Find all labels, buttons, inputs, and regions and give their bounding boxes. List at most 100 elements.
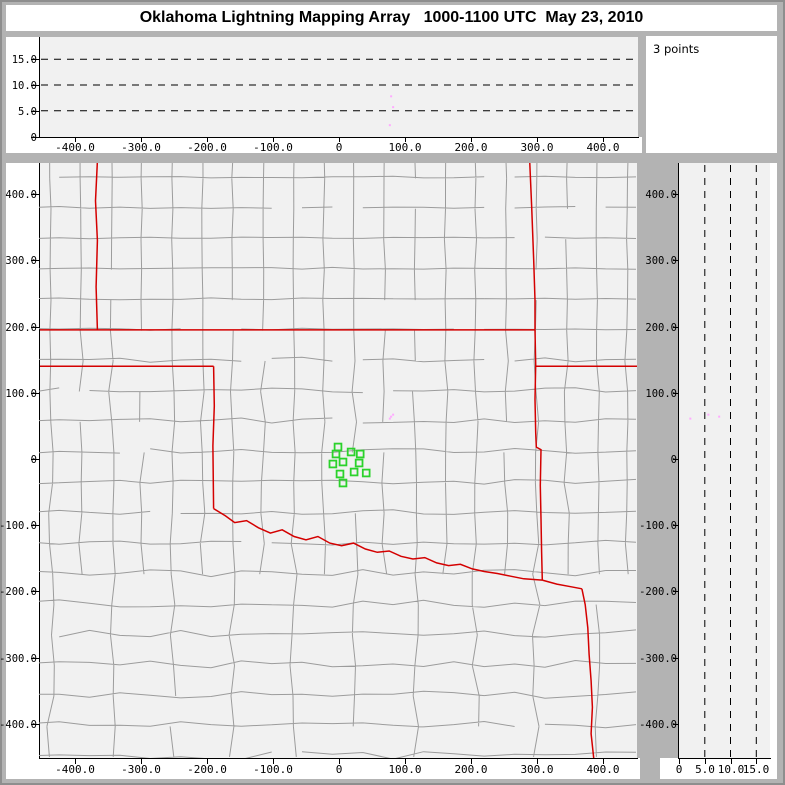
map-x-axis: [39, 758, 638, 759]
lightning-source-point: [388, 124, 391, 127]
lightning-source-point: [718, 415, 721, 418]
axis-tick: [673, 658, 678, 659]
county-boundaries: [39, 163, 637, 758]
lightning-source-point: [388, 417, 391, 420]
axis-tick: [603, 758, 604, 764]
lightning-source-point: [689, 417, 692, 420]
ns-tick-label: 200.0: [645, 322, 677, 334]
axis-tick: [31, 459, 39, 460]
axis-tick: [603, 137, 604, 142]
lightning-source-point: [707, 413, 710, 416]
right-panel-x-axis: [678, 758, 771, 759]
axis-tick: [273, 758, 274, 764]
state-border-texas-louisiana: [581, 588, 595, 758]
axis-tick: [31, 327, 39, 328]
ns-tick-label: 100.0: [645, 388, 677, 400]
ew-tick-label: 0: [335, 763, 343, 776]
point-count-box: 3 points: [646, 36, 777, 153]
axis-tick: [679, 758, 680, 764]
lma-station-marker: [338, 457, 348, 467]
axis-tick: [75, 758, 76, 764]
lma-station-marker: [354, 458, 364, 468]
ns-tick-label: -100.0: [0, 520, 37, 532]
right-panel-right-margin: [770, 163, 777, 779]
ns-tick-label: 100.0: [5, 388, 37, 400]
top-panel-y-axis: [39, 37, 40, 138]
ew-tick-label: 400.0: [586, 763, 620, 776]
alt-tick-label: 0: [30, 132, 37, 144]
ns-tick-label: 400.0: [645, 189, 677, 201]
ew-tick-label: 100.0: [388, 763, 422, 776]
ew-tick-label: -100.0: [253, 763, 293, 776]
state-border-kansas-missouri-94w: [529, 163, 536, 330]
ew-tick-label: 300.0: [520, 141, 554, 154]
ns-tick-label: 0: [30, 454, 37, 466]
state-border-colorado-kansas-102w: [94, 163, 99, 330]
axis-tick: [705, 758, 706, 764]
ew-tick-label: -300.0: [121, 763, 161, 776]
lma-station-marker: [349, 467, 359, 477]
axis-tick: [207, 758, 208, 764]
axis-tick: [756, 758, 757, 764]
axis-tick: [31, 724, 39, 725]
lightning-source-point: [390, 95, 393, 98]
ns-tick-label: -200.0: [639, 586, 677, 598]
lightning-source-point: [392, 106, 395, 109]
ns-tick-label: -400.0: [0, 719, 37, 731]
state-border-oklahoma-texas-100w: [212, 366, 216, 509]
state-border-oklahoma-east-border: [534, 329, 544, 581]
axis-tick: [339, 758, 340, 764]
ew-tick-label: 300.0: [520, 763, 554, 776]
axis-tick: [31, 525, 39, 526]
ew-altitude-plot-bg: [39, 37, 638, 137]
lma-station-marker: [335, 469, 345, 479]
ns-tick-label: 300.0: [5, 255, 37, 267]
ew-tick-label: 100.0: [388, 141, 422, 154]
lma-station-marker: [328, 459, 338, 469]
axis-tick: [731, 758, 732, 764]
ew-tick-label: 200.0: [454, 763, 488, 776]
lma-station-marker: [346, 447, 356, 457]
ns-altitude-plot-bg: [678, 163, 770, 758]
alt-tick-label: 10.0: [717, 763, 745, 776]
ew-tick-label: -400.0: [55, 763, 95, 776]
axis-tick: [673, 393, 678, 394]
axis-tick: [673, 260, 678, 261]
ns-tick-label: 200.0: [5, 322, 37, 334]
ew-altitude-plot: [41, 58, 638, 127]
ns-tick-label: -100.0: [639, 520, 677, 532]
state-border-red-river: [213, 507, 543, 581]
axis-tick: [673, 194, 678, 195]
lma-station-marker: [333, 442, 343, 452]
ew-tick-label: -100.0: [253, 141, 293, 154]
map-y-axis: [39, 163, 40, 759]
alt-tick-label: 15.0: [742, 763, 770, 776]
axis-tick: [673, 591, 678, 592]
alt-tick-label: 15.0: [11, 54, 37, 66]
lma-station-marker: [355, 449, 365, 459]
top-panel-left-margin: [6, 37, 39, 153]
ew-tick-label: 200.0: [454, 141, 488, 154]
ns-tick-label: -300.0: [0, 653, 37, 665]
state-border-texas-arkansas-red-river: [542, 579, 583, 590]
plan-view-map: [39, 163, 637, 758]
ns-tick-label: 0: [670, 454, 677, 466]
axis-tick: [141, 137, 142, 142]
map-plot-bg: [39, 163, 637, 758]
alt-tick-label: 5.0: [695, 763, 715, 776]
ew-tick-label: -200.0: [187, 763, 227, 776]
alt-tick-label: 5.0: [18, 106, 37, 118]
axis-tick: [673, 525, 678, 526]
axis-tick: [471, 758, 472, 764]
axis-tick: [31, 84, 39, 86]
lma-station-marker: [338, 478, 348, 488]
axis-tick: [31, 194, 39, 195]
ew-tick-label: -300.0: [121, 141, 161, 154]
ew-tick-label: 0: [335, 141, 343, 154]
ns-tick-label: -200.0: [0, 586, 37, 598]
axis-tick: [339, 137, 340, 142]
top-panel-bottom-margin: [6, 137, 642, 153]
ns-tick-label: -300.0: [639, 653, 677, 665]
alt-tick-label: 0: [675, 763, 683, 776]
